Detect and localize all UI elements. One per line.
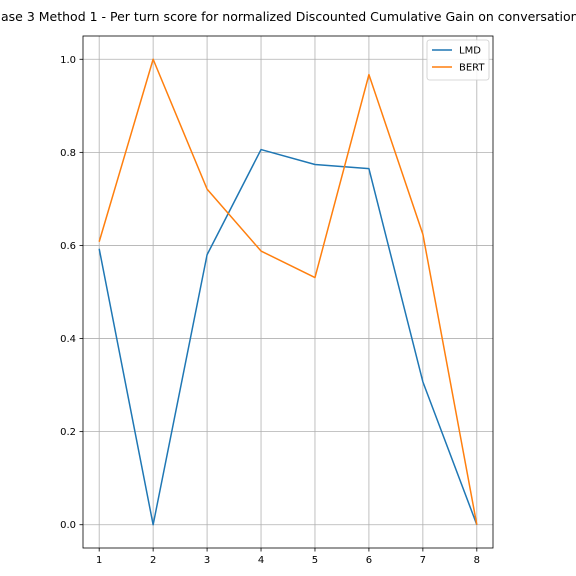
y-tick-label: 0.2 <box>60 427 76 438</box>
legend-label-bert: BERT <box>459 63 485 74</box>
y-tick-label: 0.0 <box>60 520 76 531</box>
legend: LMD BERT <box>426 39 490 81</box>
y-tick-label: 1.0 <box>60 55 76 66</box>
chart-title: Phase 3 Method 1 - Per turn score for no… <box>0 9 576 24</box>
x-tick-label: 8 <box>474 555 480 566</box>
series-line-lmd <box>98 148 478 526</box>
y-tick-label: 0.6 <box>60 241 76 252</box>
x-tick-label: 2 <box>150 555 156 566</box>
y-tick-label: 0.4 <box>60 334 76 345</box>
x-tick-label: 4 <box>258 555 264 566</box>
series-line-bert <box>98 58 478 525</box>
x-tick-label: 5 <box>312 555 318 566</box>
series-lines <box>98 58 478 526</box>
x-tick-label: 1 <box>96 555 102 566</box>
legend-label-lmd: LMD <box>459 46 481 57</box>
plot-frame <box>82 35 494 549</box>
grid <box>83 36 493 548</box>
x-tick-label: 3 <box>204 555 210 566</box>
axis-ticks: 1 2 3 4 5 6 7 8 0.0 0.2 0.4 0.6 0.8 1.0 <box>60 55 480 566</box>
y-tick-label: 0.8 <box>60 148 76 159</box>
x-tick-label: 6 <box>366 555 372 566</box>
x-tick-label: 7 <box>420 555 426 566</box>
